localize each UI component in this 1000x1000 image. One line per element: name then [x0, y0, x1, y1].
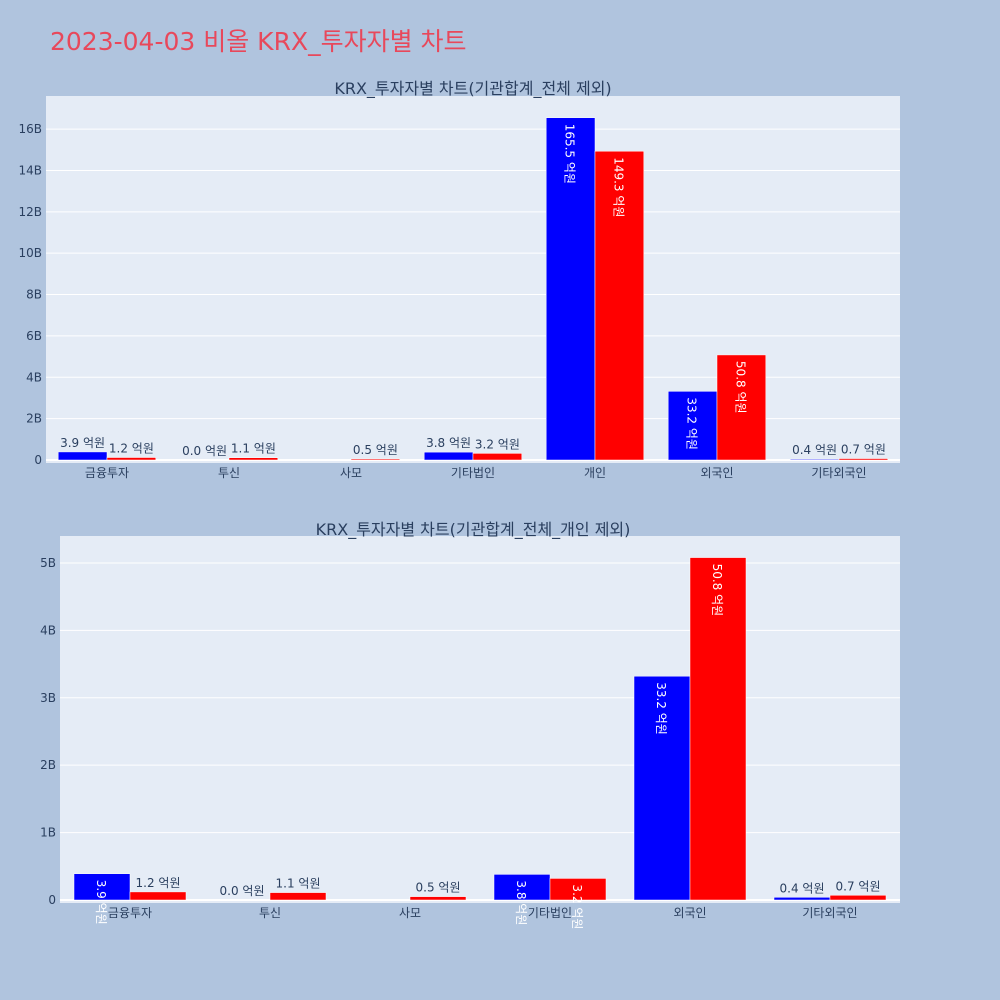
y-tick-label: 3B — [40, 691, 56, 705]
y-tick-label: 4B — [26, 370, 42, 384]
bar — [73, 873, 131, 901]
bar-label: 3.2 억원 — [570, 884, 584, 929]
bar — [228, 457, 279, 461]
y-tick-label: 5B — [40, 556, 56, 570]
y-tick-label: 2B — [40, 758, 56, 772]
x-tick-label: 기타법인 — [451, 466, 495, 480]
bar-label: 0.4 억원 — [780, 881, 825, 895]
bar-label: 0.5 억원 — [353, 443, 398, 457]
y-tick-label: 8B — [26, 288, 42, 302]
bar — [667, 391, 718, 461]
bar — [829, 895, 887, 901]
bar — [472, 453, 523, 461]
x-tick-label: 사모 — [340, 466, 362, 480]
bar-label: 50.8 억원 — [710, 564, 724, 617]
bar — [716, 354, 767, 461]
bar — [689, 557, 747, 901]
x-tick-label: 투신 — [259, 906, 281, 920]
bar-label: 3.8 억원 — [426, 436, 471, 450]
bar-label: 3.8 억원 — [514, 880, 528, 925]
x-tick-label: 개인 — [584, 466, 606, 480]
bar — [773, 897, 831, 901]
y-tick-label: 0 — [48, 893, 56, 907]
x-tick-label: 투신 — [218, 466, 240, 480]
page-title: 2023-04-03 비올 KRX_투자자별 차트 — [50, 27, 467, 56]
y-tick-label: 1B — [40, 826, 56, 840]
x-tick-label: 외국인 — [700, 466, 733, 480]
bar-label: 1.2 억원 — [136, 876, 181, 890]
bar-label: 0.4 억원 — [792, 443, 837, 457]
chart-1-title: KRX_투자자별 차트(기관합계_전체 제외) — [334, 79, 611, 99]
bar — [594, 150, 645, 461]
y-tick-label: 14B — [18, 163, 42, 177]
bar-label: 50.8 억원 — [733, 361, 747, 414]
bar-label: 0.7 억원 — [841, 443, 886, 457]
plot-area — [60, 536, 900, 903]
x-tick-label: 외국인 — [673, 906, 706, 920]
bar-label: 3.2 억원 — [475, 437, 520, 451]
x-tick-label: 금융투자 — [85, 466, 129, 480]
bar — [789, 458, 840, 461]
bar-label: 149.3 억원 — [611, 157, 625, 217]
bar — [493, 874, 551, 901]
plot-area — [46, 96, 900, 463]
bar — [549, 878, 607, 901]
y-tick-label: 16B — [18, 122, 42, 136]
bar-label: 1.1 억원 — [276, 877, 321, 891]
x-tick-label: 기타외국인 — [811, 466, 866, 480]
y-tick-label: 0 — [34, 453, 42, 467]
bar-label: 1.1 억원 — [231, 442, 276, 456]
bar-label: 0.0 억원 — [220, 884, 265, 898]
bar-label: 0.5 억원 — [416, 881, 461, 895]
bar-label: 3.9 억원 — [60, 436, 105, 450]
bar-label: 165.5 억원 — [563, 124, 577, 184]
bar — [57, 451, 108, 461]
y-tick-label: 12B — [18, 205, 42, 219]
x-tick-label: 기타법인 — [528, 906, 572, 920]
bar — [409, 896, 467, 901]
chart-2-title: KRX_투자자별 차트(기관합계_전체_개인 제외) — [316, 520, 631, 540]
x-tick-label: 사모 — [399, 906, 421, 920]
bar-label: 0.0 억원 — [182, 444, 227, 458]
bar-label: 3.9 억원 — [94, 880, 108, 925]
bar — [269, 892, 327, 901]
bar — [545, 117, 596, 461]
y-tick-label: 6B — [26, 329, 42, 343]
chart-1: KRX_투자자별 차트(기관합계_전체 제외) 0 2B 4B 6B 8B 10B 12B 1… — [18, 79, 900, 480]
x-tick-label: 금융투자 — [108, 906, 152, 920]
chart-2: KRX_투자자별 차트(기관합계_전체_개인 제외) 0 1B 2B 3B 4B 5B 금융… — [40, 520, 900, 929]
bar — [423, 451, 474, 461]
bar — [838, 458, 889, 461]
bar-label: 33.2 억원 — [654, 682, 668, 735]
y-tick-label: 4B — [40, 623, 56, 637]
bar-label: 0.7 억원 — [836, 879, 881, 893]
bar — [350, 458, 401, 461]
x-tick-label: 기타외국인 — [802, 906, 857, 920]
bar — [129, 891, 187, 901]
bar — [106, 457, 157, 461]
y-tick-label: 10B — [18, 246, 42, 260]
y-tick-label: 2B — [26, 412, 42, 426]
bar-label: 1.2 억원 — [109, 442, 154, 456]
bar-label: 33.2 억원 — [685, 397, 699, 450]
